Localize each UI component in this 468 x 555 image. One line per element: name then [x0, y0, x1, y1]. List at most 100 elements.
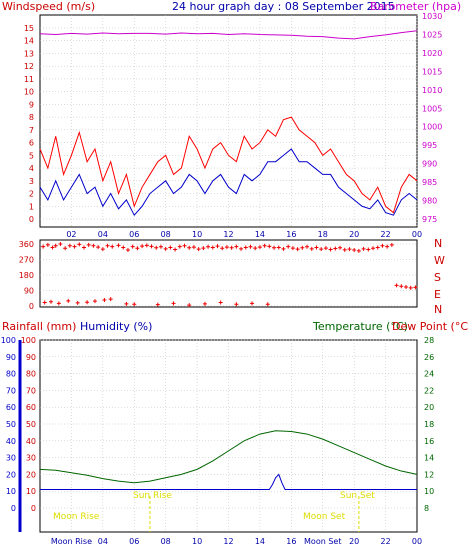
- direction-point: [281, 246, 286, 251]
- windspeed-tick-label: 2: [29, 190, 34, 199]
- direction-point: [399, 284, 404, 289]
- barometer-tick-label: 995: [422, 141, 437, 150]
- direction-point: [121, 245, 126, 250]
- windspeed-tick-label: 12: [24, 62, 34, 71]
- direction-point: [155, 302, 160, 307]
- barometer-line: [39, 30, 418, 40]
- direction-point: [177, 244, 182, 249]
- direction-point: [48, 299, 53, 304]
- humidity-tick-labels: 0 10 20 30 40 50 60 70 80 90 100: [1, 336, 16, 513]
- hour-tick-label: Moon Set: [304, 537, 341, 546]
- compass-label: N: [434, 237, 442, 250]
- direction-point: [328, 247, 333, 252]
- direction-point: [352, 248, 357, 253]
- direction-point: [265, 302, 270, 307]
- direction-point: [300, 245, 305, 250]
- direction-point: [201, 246, 206, 251]
- windspeed-tick-label: 5: [29, 151, 34, 160]
- direction-point: [366, 247, 371, 252]
- humidity-tick-label: 10: [6, 487, 16, 496]
- direction-point: [110, 244, 115, 249]
- rainfall-tick-label: 10: [26, 487, 36, 496]
- hour-tick-label: 14: [255, 537, 265, 546]
- direction-point: [413, 285, 418, 290]
- direction-point: [305, 244, 310, 249]
- direction-tick-label: 360: [19, 240, 34, 249]
- direction-point: [102, 297, 107, 302]
- windspeed-axis-title: Windspeed (m/s): [2, 0, 95, 13]
- windspeed-tick-label: 1: [29, 202, 34, 211]
- direction-panel-grid: [40, 243, 417, 307]
- hour-tick-label: 12: [223, 230, 233, 239]
- humidity-tick-label: 30: [6, 454, 16, 463]
- direction-point: [385, 244, 390, 249]
- direction-point: [314, 245, 319, 250]
- direction-point: [389, 242, 394, 247]
- direction-point: [394, 283, 399, 288]
- rainfall-tick-label: 70: [26, 386, 36, 395]
- direction-point: [267, 244, 272, 249]
- temperature-tick-label: 8: [424, 504, 429, 513]
- humidity-tick-label: 90: [6, 353, 16, 362]
- humidity-tick-label: 70: [6, 386, 16, 395]
- hour-tick-label: Moon Rise: [51, 537, 92, 546]
- direction-tick-label: 270: [19, 256, 34, 265]
- windspeed-tick-label: 4: [29, 164, 34, 173]
- direction-point: [105, 243, 110, 248]
- direction-point: [276, 245, 281, 250]
- direction-point: [272, 245, 277, 250]
- humidity-tick-label: 50: [6, 420, 16, 429]
- direction-point: [45, 242, 50, 247]
- temperature-tick-label: 28: [424, 336, 434, 345]
- direction-point: [210, 245, 215, 250]
- compass-label: W: [434, 254, 445, 267]
- temperature-axis-title: Temperature (°C): [312, 320, 408, 333]
- temperature-tick-label: 18: [424, 420, 434, 429]
- hour-tick-label: 08: [161, 537, 171, 546]
- direction-point: [253, 246, 258, 251]
- rainfall-tick-label: 30: [26, 454, 36, 463]
- direction-point: [81, 245, 86, 250]
- direction-point: [132, 302, 137, 307]
- direction-point: [125, 248, 130, 253]
- direction-point: [250, 301, 255, 306]
- direction-point: [333, 246, 338, 251]
- direction-point: [53, 243, 58, 248]
- hour-tick-label: 20: [349, 230, 359, 239]
- temperature-tick-label: 16: [424, 437, 434, 446]
- barometer-tick-label: 1005: [422, 104, 442, 113]
- direction-point: [248, 244, 253, 249]
- hour-tick-label: 04: [98, 230, 108, 239]
- direction-point: [144, 243, 149, 248]
- barometer-tick-label: 1030: [422, 12, 442, 21]
- barometer-tick-label: 980: [422, 197, 437, 206]
- direction-point: [262, 243, 267, 248]
- direction-panel-frame: [39, 239, 418, 308]
- barometer-tick-label: 1010: [422, 86, 442, 95]
- hour-tick-label: 16: [286, 230, 296, 239]
- humidity-tick-label: 40: [6, 437, 16, 446]
- direction-point: [63, 246, 68, 251]
- rainfall-tick-label: 90: [26, 353, 36, 362]
- hour-tick-label: 10: [192, 230, 202, 239]
- top-panel-grid: [40, 15, 418, 227]
- barometer-tick-label: 1000: [422, 123, 442, 132]
- humidity-tick-label: 60: [6, 403, 16, 412]
- barometer-tick-label: 990: [422, 160, 437, 169]
- direction-point: [380, 243, 385, 248]
- direction-point: [323, 246, 328, 251]
- direction-point: [56, 301, 61, 306]
- humidity-tick-label: 20: [6, 470, 16, 479]
- direction-degree-labels: 0 90 180 270 360: [19, 240, 34, 311]
- temperature-line: [39, 430, 418, 484]
- temperature-tick-label: 20: [424, 403, 434, 412]
- windspeed-tick-label: 11: [24, 75, 34, 84]
- direction-point: [92, 299, 97, 304]
- direction-point: [108, 297, 113, 302]
- direction-point: [371, 246, 376, 251]
- windspeed-tick-label: 7: [29, 126, 34, 135]
- windspeed-tick-label: 0: [29, 215, 34, 224]
- direction-point: [135, 246, 140, 251]
- hour-tick-label: 22: [380, 230, 390, 239]
